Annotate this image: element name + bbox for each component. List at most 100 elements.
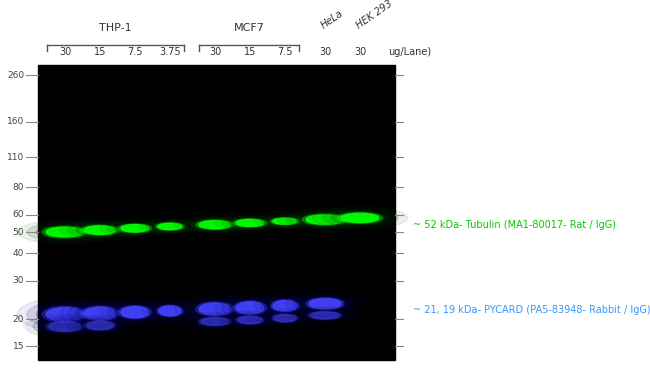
- Ellipse shape: [235, 316, 265, 324]
- Ellipse shape: [114, 223, 156, 234]
- Ellipse shape: [183, 297, 247, 321]
- Ellipse shape: [142, 299, 198, 323]
- Text: THP-1: THP-1: [99, 23, 132, 33]
- Text: 15: 15: [94, 47, 106, 57]
- Ellipse shape: [302, 214, 348, 225]
- Ellipse shape: [191, 219, 239, 231]
- Ellipse shape: [232, 315, 268, 325]
- Ellipse shape: [36, 225, 94, 239]
- Ellipse shape: [306, 298, 345, 310]
- Ellipse shape: [146, 220, 194, 233]
- Ellipse shape: [233, 219, 266, 227]
- Ellipse shape: [18, 220, 112, 244]
- Ellipse shape: [290, 307, 360, 324]
- Text: 30: 30: [59, 47, 71, 57]
- Ellipse shape: [274, 315, 296, 322]
- Text: 40: 40: [12, 249, 24, 258]
- Ellipse shape: [46, 308, 84, 321]
- Text: 260: 260: [7, 71, 24, 80]
- Ellipse shape: [158, 223, 182, 230]
- Ellipse shape: [332, 211, 389, 225]
- Text: 60: 60: [12, 210, 24, 219]
- Ellipse shape: [222, 296, 278, 320]
- Ellipse shape: [222, 216, 278, 230]
- Text: ug/Lane): ug/Lane): [388, 47, 431, 57]
- Ellipse shape: [238, 316, 262, 324]
- Ellipse shape: [118, 224, 152, 233]
- Ellipse shape: [236, 220, 264, 227]
- Ellipse shape: [255, 293, 315, 319]
- Text: 50: 50: [12, 228, 24, 236]
- Ellipse shape: [215, 293, 285, 323]
- Ellipse shape: [261, 295, 309, 316]
- Text: 15: 15: [12, 342, 24, 351]
- Ellipse shape: [100, 219, 170, 238]
- Text: 7.5: 7.5: [278, 47, 292, 57]
- Ellipse shape: [42, 306, 88, 322]
- Ellipse shape: [199, 303, 231, 315]
- Ellipse shape: [114, 304, 156, 320]
- Text: ~ 52 kDa- Tubulin (MA1-80017- Rat / IgG): ~ 52 kDa- Tubulin (MA1-80017- Rat / IgG): [413, 220, 616, 230]
- Ellipse shape: [285, 291, 365, 316]
- Ellipse shape: [27, 222, 103, 241]
- Ellipse shape: [199, 221, 231, 229]
- Ellipse shape: [301, 296, 349, 311]
- Text: 160: 160: [6, 117, 24, 126]
- Ellipse shape: [84, 307, 116, 320]
- Text: HEK 293: HEK 293: [354, 0, 394, 31]
- Ellipse shape: [175, 294, 255, 324]
- Text: ~ 21, 19 kDa- PYCARD (PA5-83948- Rabbit / IgG): ~ 21, 19 kDa- PYCARD (PA5-83948- Rabbit …: [413, 305, 650, 315]
- Ellipse shape: [229, 218, 271, 228]
- Ellipse shape: [60, 220, 140, 241]
- Ellipse shape: [272, 314, 298, 322]
- Text: 20: 20: [12, 314, 24, 324]
- Ellipse shape: [87, 321, 113, 330]
- Ellipse shape: [84, 226, 116, 234]
- Ellipse shape: [306, 215, 344, 224]
- Text: 30: 30: [319, 47, 331, 57]
- Text: MCF7: MCF7: [233, 23, 265, 33]
- Ellipse shape: [68, 301, 132, 326]
- Ellipse shape: [226, 313, 274, 327]
- Ellipse shape: [68, 315, 133, 336]
- Ellipse shape: [27, 301, 103, 328]
- Ellipse shape: [255, 214, 315, 229]
- Ellipse shape: [107, 221, 163, 236]
- Ellipse shape: [100, 298, 170, 326]
- Ellipse shape: [196, 220, 234, 230]
- Ellipse shape: [229, 299, 271, 317]
- Ellipse shape: [81, 319, 120, 332]
- Ellipse shape: [196, 302, 234, 316]
- Ellipse shape: [107, 301, 163, 323]
- Ellipse shape: [68, 222, 132, 238]
- Ellipse shape: [118, 306, 152, 319]
- Ellipse shape: [233, 301, 266, 315]
- Ellipse shape: [287, 210, 363, 229]
- Ellipse shape: [198, 317, 232, 326]
- Ellipse shape: [46, 321, 84, 332]
- Ellipse shape: [60, 298, 140, 329]
- Ellipse shape: [175, 215, 255, 235]
- Ellipse shape: [152, 222, 188, 231]
- Ellipse shape: [36, 304, 94, 325]
- Ellipse shape: [191, 300, 239, 318]
- Text: 7.5: 7.5: [127, 47, 143, 57]
- Ellipse shape: [49, 322, 81, 331]
- Ellipse shape: [153, 304, 187, 318]
- Ellipse shape: [121, 307, 149, 318]
- Ellipse shape: [81, 306, 119, 321]
- Ellipse shape: [341, 214, 379, 222]
- Ellipse shape: [273, 301, 297, 311]
- Ellipse shape: [25, 315, 105, 338]
- Ellipse shape: [270, 218, 300, 225]
- Ellipse shape: [309, 299, 341, 309]
- Ellipse shape: [220, 311, 280, 329]
- Ellipse shape: [148, 301, 192, 320]
- Ellipse shape: [157, 305, 183, 317]
- Ellipse shape: [76, 304, 124, 323]
- Ellipse shape: [187, 314, 243, 329]
- Text: 80: 80: [12, 183, 24, 192]
- Ellipse shape: [201, 318, 229, 325]
- Ellipse shape: [121, 225, 149, 232]
- Ellipse shape: [76, 224, 124, 236]
